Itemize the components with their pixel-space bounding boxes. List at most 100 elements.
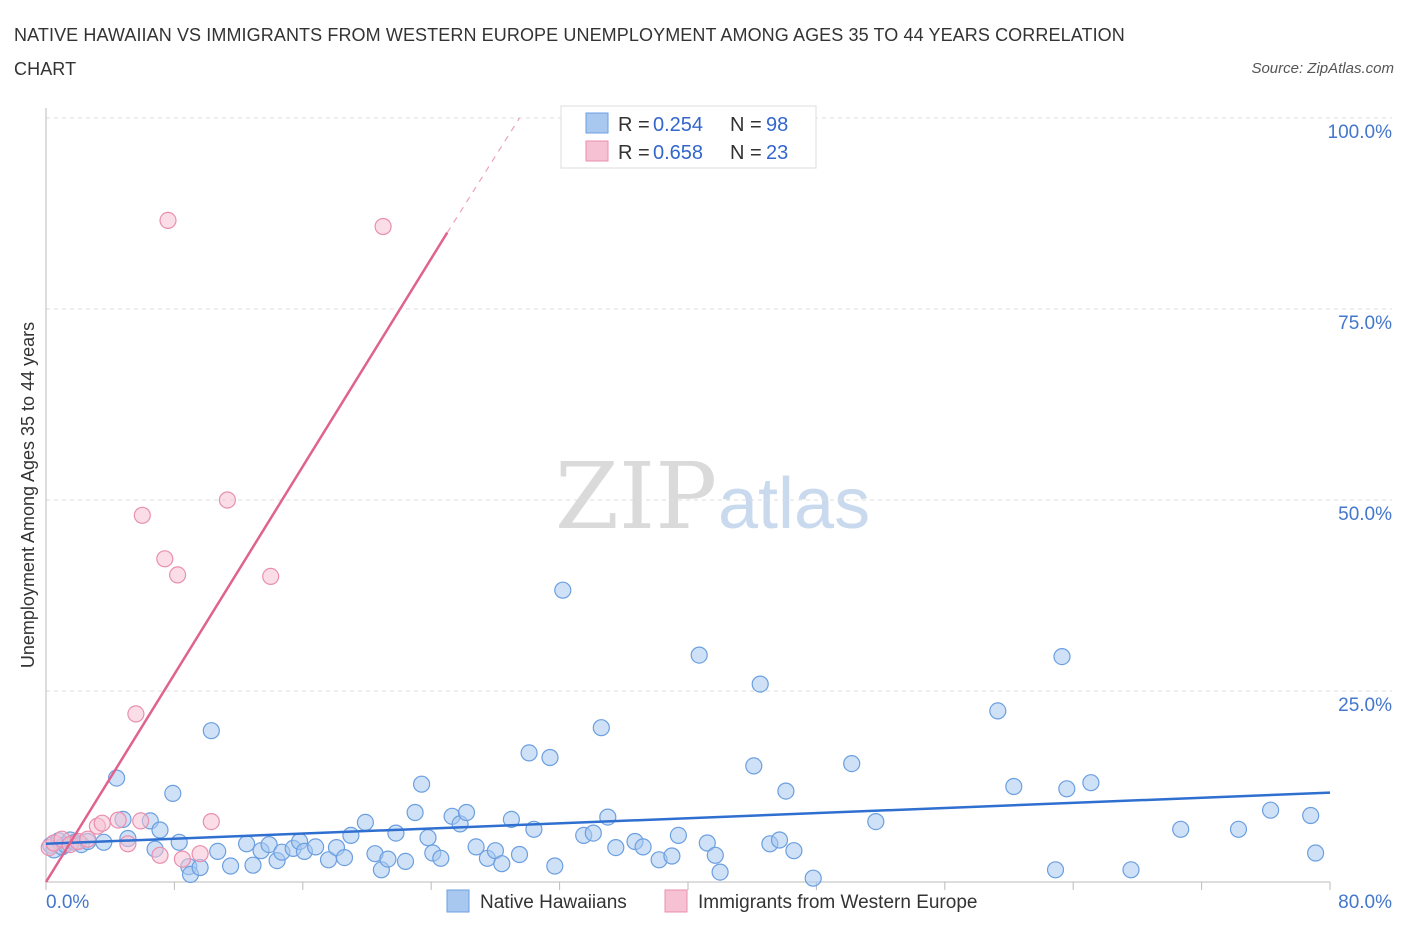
data-point bbox=[1172, 820, 1190, 838]
data-point bbox=[493, 855, 511, 873]
data-point bbox=[133, 506, 151, 524]
data-point bbox=[467, 838, 485, 856]
data-point bbox=[127, 705, 145, 723]
data-point bbox=[785, 842, 803, 860]
trend-line-immigrants bbox=[44, 231, 449, 883]
x-tick-label: 0.0% bbox=[46, 892, 89, 913]
y-tick-label: 50.0% bbox=[1338, 504, 1392, 525]
data-point bbox=[634, 838, 652, 856]
legend-swatch-native-hawaiians bbox=[446, 889, 470, 913]
series-immigrants-western-europe bbox=[40, 211, 392, 868]
y-axis-label: Unemployment Among Ages 35 to 44 years bbox=[18, 322, 38, 668]
data-point bbox=[1306, 844, 1325, 862]
data-point bbox=[413, 775, 431, 793]
legend-n-label: N = bbox=[730, 142, 762, 164]
trend-line-immigrants-extension bbox=[446, 117, 520, 233]
data-point bbox=[238, 835, 256, 853]
source-label: Source: ZipAtlas.com bbox=[1251, 60, 1394, 77]
legend-swatch-immigrants bbox=[664, 889, 688, 913]
y-tick-label: 100.0% bbox=[1328, 122, 1393, 143]
data-point bbox=[396, 852, 415, 871]
data-point bbox=[1046, 861, 1065, 879]
data-point bbox=[520, 744, 538, 762]
data-point bbox=[342, 826, 360, 845]
data-point bbox=[151, 846, 169, 864]
data-point bbox=[222, 857, 240, 875]
data-point bbox=[502, 810, 520, 829]
data-point bbox=[191, 845, 209, 863]
legend-swatch-pink bbox=[585, 140, 609, 162]
data-point bbox=[804, 869, 822, 887]
data-point bbox=[777, 782, 795, 800]
data-point bbox=[93, 814, 111, 832]
data-point bbox=[173, 850, 191, 868]
data-point bbox=[607, 838, 625, 857]
y-tick-label: 75.0% bbox=[1338, 313, 1392, 334]
data-point bbox=[1302, 806, 1320, 825]
correlation-legend: R = 0.254 N = 98 R = 0.658 N = 23 bbox=[560, 105, 817, 169]
data-point bbox=[554, 581, 572, 599]
tick-labels: 25.0% 50.0% 75.0% 100.0% 0.0% 80.0% bbox=[46, 122, 1392, 913]
data-point bbox=[218, 491, 236, 509]
data-point bbox=[1229, 820, 1248, 838]
data-point bbox=[202, 722, 220, 740]
legend-label-immigrants: Immigrants from Western Europe bbox=[698, 892, 977, 913]
gridlines bbox=[46, 117, 1392, 692]
data-point bbox=[164, 784, 182, 803]
legend-r-label: R = bbox=[618, 142, 650, 164]
data-point bbox=[132, 812, 150, 830]
data-point bbox=[751, 675, 769, 693]
series-native-hawaiians bbox=[42, 581, 1325, 887]
data-point bbox=[244, 856, 262, 874]
data-point bbox=[770, 831, 789, 849]
data-point bbox=[584, 824, 602, 842]
data-point bbox=[379, 850, 397, 868]
axes bbox=[45, 108, 1331, 890]
data-point bbox=[843, 754, 861, 773]
data-point bbox=[356, 813, 374, 832]
legend-r-value: 0.254 bbox=[653, 114, 703, 136]
data-point bbox=[119, 835, 137, 853]
x-tick-label: 80.0% bbox=[1338, 892, 1392, 913]
data-point bbox=[698, 834, 716, 852]
series-legend: Native Hawaiians Immigrants from Western… bbox=[446, 889, 977, 913]
y-tick-label: 25.0% bbox=[1338, 695, 1392, 716]
data-point bbox=[1122, 861, 1140, 879]
trend-lines bbox=[44, 117, 1331, 883]
data-point bbox=[663, 847, 681, 865]
data-point bbox=[374, 217, 392, 236]
data-point bbox=[867, 812, 885, 831]
data-point bbox=[711, 863, 729, 881]
data-point bbox=[209, 842, 227, 861]
legend-swatch-blue bbox=[585, 112, 609, 134]
data-point bbox=[335, 848, 354, 867]
data-point bbox=[745, 757, 763, 775]
data-point bbox=[307, 838, 325, 856]
legend-r-value: 0.658 bbox=[653, 142, 703, 164]
data-point bbox=[170, 833, 188, 851]
data-point bbox=[169, 566, 187, 584]
legend-label-native-hawaiians: Native Hawaiians bbox=[480, 892, 627, 913]
data-point bbox=[432, 849, 450, 867]
data-point bbox=[260, 835, 278, 854]
data-point bbox=[546, 857, 564, 875]
trend-line-native-hawaiians bbox=[45, 791, 1331, 846]
data-point bbox=[159, 211, 177, 229]
data-point bbox=[156, 550, 174, 568]
data-point bbox=[690, 646, 708, 664]
data-point bbox=[989, 702, 1007, 720]
data-point bbox=[406, 803, 424, 822]
data-point bbox=[262, 567, 280, 586]
legend-r-label: R = bbox=[618, 114, 650, 136]
chart-title: NATIVE HAWAIIAN VS IMMIGRANTS FROM WESTE… bbox=[14, 25, 1125, 79]
legend-n-value: 23 bbox=[766, 142, 788, 164]
data-point bbox=[592, 719, 610, 737]
data-point bbox=[541, 748, 559, 767]
legend-n-value: 98 bbox=[766, 114, 788, 136]
data-point bbox=[202, 812, 220, 831]
watermark-atlas: atlas bbox=[718, 464, 870, 544]
data-point bbox=[457, 803, 476, 822]
legend-n-label: N = bbox=[730, 114, 762, 136]
data-point bbox=[1082, 774, 1100, 792]
data-point bbox=[109, 811, 127, 829]
